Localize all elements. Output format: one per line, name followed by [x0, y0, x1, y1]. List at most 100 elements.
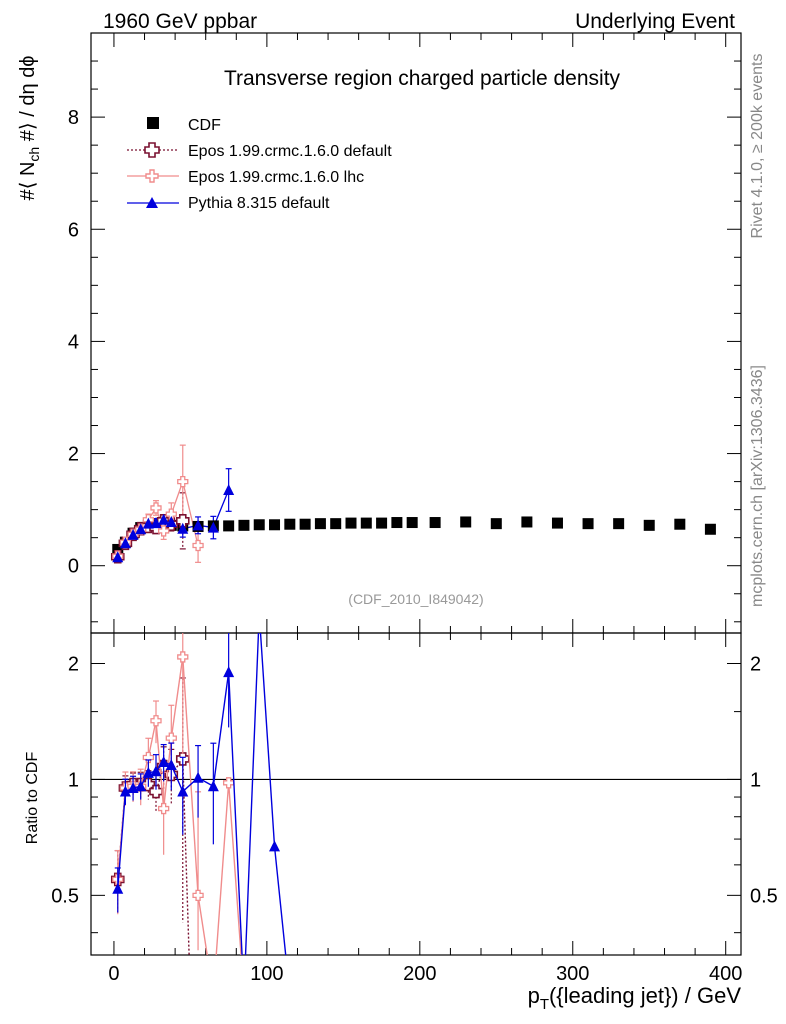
legend: CDF Epos 1.99.crmc.1.6.0 default Epos 1.… [127, 117, 392, 212]
ratio-line-pythia-8-315-default [117, 633, 287, 955]
main-y-tick-label: 6 [68, 219, 79, 241]
data-point-cdf [490, 518, 502, 530]
data-point-cdf [429, 517, 441, 529]
data-point-epos-1-99-crmc-1-6-0-default [175, 514, 190, 528]
data-point-cdf [674, 518, 686, 530]
data-point-pythia-8-315-default [207, 521, 219, 533]
data-point-cdf [376, 517, 388, 529]
legend-label-epos-default: Epos 1.99.crmc.1.6.0 default [188, 143, 392, 160]
ratio-axes: 0.5 0.5 1 1 2 2 0 100 200 300 400 [51, 633, 778, 985]
ratio-point-epos-1-99-crmc-1-6-0-lhc [157, 802, 170, 815]
data-point-cdf [460, 516, 472, 528]
data-point-pythia-8-315-default [177, 522, 189, 534]
ratio-point-pythia-8-315-default [207, 780, 219, 792]
ratio-series-clipped [110, 633, 287, 955]
main-y-axis-label: #⟨ Nch #⟩ / dη dϕ [17, 55, 42, 200]
data-point-pythia-8-315-default [135, 523, 147, 535]
x-tick-label: 300 [556, 963, 589, 985]
ratio-point-epos-1-99-crmc-1-6-0-lhc [165, 732, 177, 744]
main-y-tick-label: 4 [68, 331, 79, 353]
ratio-point-epos-1-99-crmc-1-6-0-lhc [177, 651, 189, 663]
legend-marker-cdf [147, 117, 159, 129]
data-point-pythia-8-315-default [165, 515, 177, 527]
ratio-y-tick-label-right: 0.5 [750, 885, 778, 907]
ratio-point-pythia-8-315-default [158, 755, 170, 767]
legend-label-cdf: CDF [188, 117, 221, 134]
ratio-panel-frame [90, 632, 742, 956]
ratio-point-pythia-8-315-default [135, 780, 147, 792]
data-point-cdf [238, 519, 250, 531]
ratio-point-pythia-8-315-default [150, 765, 162, 777]
ratio-point-epos-1-99-crmc-1-6-0-default [149, 784, 163, 799]
data-point-pythia-8-315-default [150, 517, 162, 529]
data-point-pythia-8-315-default [158, 513, 170, 525]
x-tick-label: 200 [403, 963, 436, 985]
legend-label-epos-lhc: Epos 1.99.crmc.1.6.0 lhc [188, 169, 364, 186]
analysis-id-label: (CDF_2010_I849042) [348, 591, 483, 607]
ratio-point-pythia-8-315-default [192, 771, 204, 783]
data-point-pythia-8-315-default [142, 517, 154, 529]
ratio-y-axis-label: Ratio to CDF [24, 752, 41, 845]
ratio-y-tick-label-right: 2 [750, 653, 761, 675]
data-point-cdf [345, 517, 357, 529]
legend-label-pythia: Pythia 8.315 default [188, 195, 330, 212]
ratio-point-pythia-8-315-default [119, 785, 131, 797]
ratio-y-tick-label: 2 [68, 653, 79, 675]
ratio-line-epos-1-99-crmc-1-6-0-lhc [117, 656, 242, 955]
x-tick-label: 400 [709, 963, 742, 985]
data-point-pythia-8-315-default [192, 519, 204, 531]
data-point-cdf [112, 543, 124, 555]
main-y-tick-label: 8 [68, 107, 79, 129]
data-point-cdf [551, 517, 563, 529]
x-tick-label: 100 [250, 963, 283, 985]
data-point-cdf [299, 518, 311, 530]
ratio-point-pythia-8-315-default [223, 666, 235, 678]
ratio-y-tick-label: 1 [68, 769, 79, 791]
main-series [110, 444, 716, 564]
data-point-pythia-8-315-default [127, 528, 139, 540]
header-process-label: Underlying Event [575, 10, 735, 33]
data-point-cdf [406, 517, 418, 529]
data-point-pythia-8-315-default [112, 551, 124, 563]
ratio-point-epos-1-99-crmc-1-6-0-lhc [150, 715, 162, 727]
data-point-cdf [643, 519, 655, 531]
data-point-cdf [253, 519, 265, 531]
data-point-cdf [330, 518, 342, 530]
ratio-point-pythia-8-315-default [177, 785, 189, 797]
legend-marker-epos-default [144, 142, 160, 158]
data-point-cdf [223, 520, 235, 532]
rivet-version-label: Rivet 4.1.0, ≥ 200k events [749, 54, 766, 239]
data-point-epos-1-99-crmc-1-6-0-lhc [165, 508, 177, 520]
data-point-cdf [314, 518, 326, 530]
ratio-y-tick-label: 0.5 [51, 885, 79, 907]
x-tick-label: 0 [108, 963, 119, 985]
data-point-cdf [391, 517, 403, 529]
data-point-pythia-8-315-default [119, 537, 131, 549]
mcplots-label: mcplots.cern.ch [arXiv:1306.3436] [749, 365, 766, 607]
data-point-epos-1-99-crmc-1-6-0-lhc [157, 525, 170, 537]
ratio-point-epos-1-99-crmc-1-6-0-lhc [192, 889, 204, 901]
data-point-cdf [704, 523, 716, 535]
ratio-point-epos-1-99-crmc-1-6-0-lhc [142, 751, 155, 764]
data-point-cdf [582, 518, 594, 530]
ratio-point-pythia-8-315-default [112, 882, 124, 894]
data-point-epos-1-99-crmc-1-6-0-lhc [150, 502, 162, 514]
ratio-y-tick-label-right: 1 [750, 769, 761, 791]
data-point-epos-1-99-crmc-1-6-0-lhc [177, 475, 189, 488]
ratio-point-pythia-8-315-default [165, 759, 177, 771]
main-axes: 0 2 4 6 8 [68, 33, 741, 633]
data-point-cdf [269, 519, 281, 531]
data-point-epos-1-99-crmc-1-6-0-lhc [192, 539, 204, 552]
ratio-point-epos-1-99-crmc-1-6-0-lhc [222, 777, 235, 789]
data-point-cdf [360, 517, 372, 529]
main-y-tick-label: 0 [68, 556, 79, 578]
ratio-series [110, 633, 287, 955]
data-point-cdf [613, 518, 625, 530]
chart-title: Transverse region charged particle densi… [224, 67, 621, 90]
data-point-pythia-8-315-default [223, 484, 235, 496]
legend-marker-pythia [146, 197, 158, 208]
legend-marker-epos-lhc [145, 169, 159, 183]
x-axis-label: pT({leading jet}) / GeV [528, 983, 742, 1013]
data-point-cdf [284, 518, 296, 530]
